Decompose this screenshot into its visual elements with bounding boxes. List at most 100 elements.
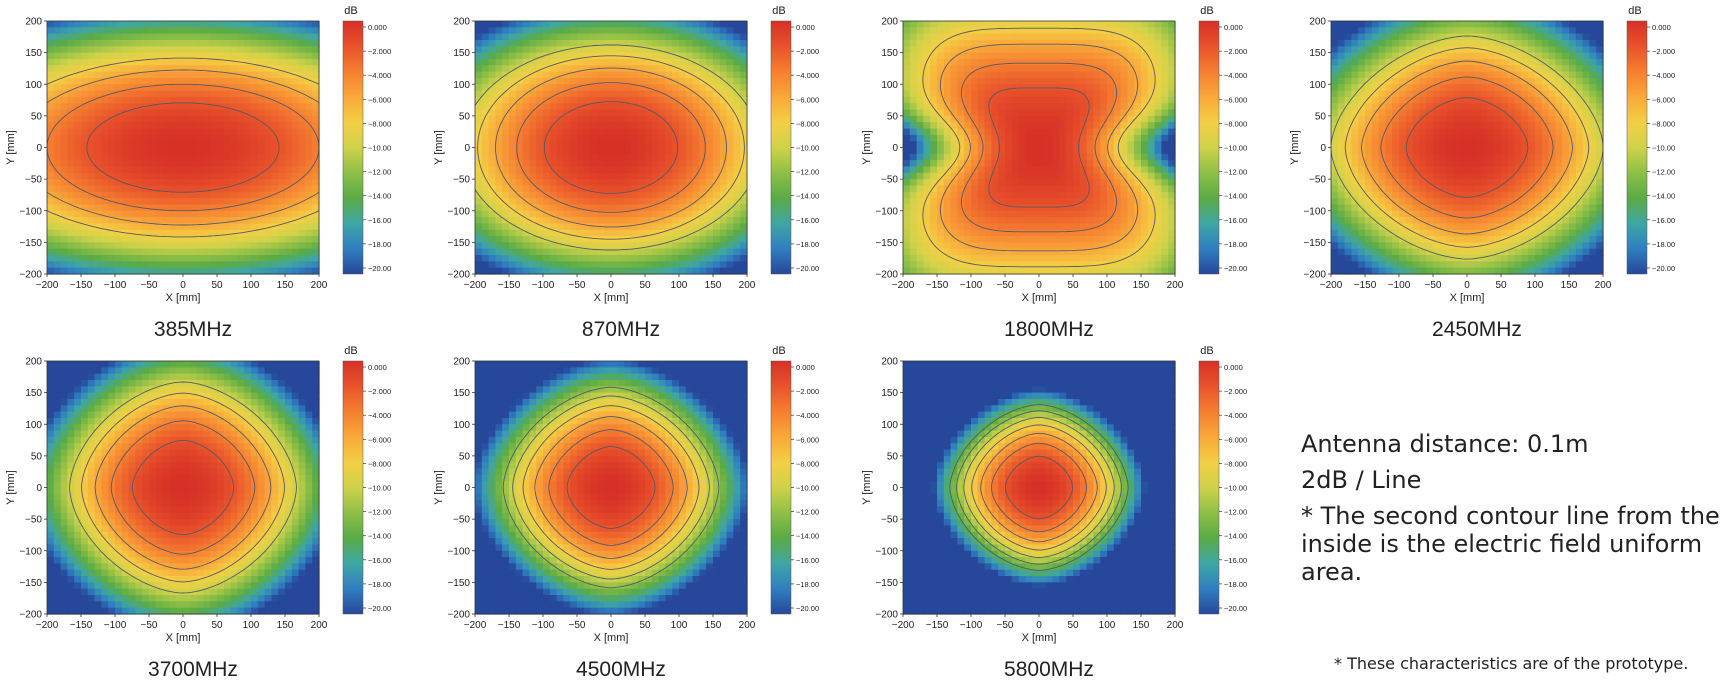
contour-line bbox=[81, 392, 285, 583]
heatmap-cells bbox=[475, 21, 748, 275]
y-tick-label: −100 bbox=[875, 206, 898, 217]
colorbar-tick-label: −8.000 bbox=[368, 459, 391, 468]
y-tick-label: 0 bbox=[892, 143, 898, 154]
contour-line bbox=[534, 416, 688, 559]
y-tick-label: −50 bbox=[881, 515, 898, 526]
x-tick-label: −100 bbox=[104, 280, 127, 291]
y-tick-label: −150 bbox=[447, 578, 470, 589]
colorbar-tick-label: −18.00 bbox=[1224, 240, 1247, 249]
colorbar-unit: dB bbox=[772, 345, 785, 357]
colorbar-tick-label: −4.000 bbox=[796, 411, 819, 420]
y-tick-label: 100 bbox=[881, 80, 898, 91]
contour-line bbox=[69, 381, 297, 594]
colorbar-tick-label: −12.00 bbox=[796, 168, 819, 177]
contour-line bbox=[522, 405, 700, 570]
colorbar bbox=[342, 20, 364, 275]
colorbar-tick-label: −16.00 bbox=[1224, 556, 1247, 565]
contour-line bbox=[980, 432, 1098, 543]
prototype-footnote: * These characteristics are of the proto… bbox=[1334, 654, 1689, 673]
contour-line bbox=[1405, 97, 1529, 198]
colorbar bbox=[1198, 360, 1220, 615]
y-tick-label: −200 bbox=[19, 270, 42, 281]
colorbar-tick-label: −12.00 bbox=[1224, 508, 1247, 517]
heatmap-cells bbox=[903, 361, 1176, 615]
contour-line bbox=[131, 439, 235, 536]
x-tick-label: 100 bbox=[671, 620, 688, 631]
x-tick-label: 200 bbox=[311, 620, 328, 631]
y-tick-label: 100 bbox=[453, 80, 470, 91]
x-tick-label: 50 bbox=[211, 280, 223, 291]
colorbar-tick-label: −2.000 bbox=[368, 47, 391, 56]
x-axis-label: X [mm] bbox=[1450, 292, 1485, 304]
contour-line bbox=[990, 442, 1088, 533]
colorbar-tick-label: −12.00 bbox=[368, 168, 391, 177]
colorbar-tick-label: 0.000 bbox=[1652, 23, 1671, 32]
colorbar-tick-label: −8.000 bbox=[796, 119, 819, 128]
colorbar-tick-label: −10.00 bbox=[1224, 484, 1247, 493]
y-tick-label: −100 bbox=[1303, 206, 1326, 217]
colorbar-tick-label: −2.000 bbox=[1652, 47, 1675, 56]
line-step-note: 2dB / Line bbox=[1301, 466, 1422, 494]
x-tick-label: −100 bbox=[1388, 280, 1411, 291]
y-axis-label: Y [mm] bbox=[1289, 130, 1301, 165]
heatmap-panel-5800MHz: −200 −150 −100 −50 0 50 100 150 200 200 150 100 50 0 −… bbox=[861, 345, 1247, 681]
y-tick-label: 0 bbox=[464, 483, 470, 494]
x-tick-label: 150 bbox=[1133, 280, 1150, 291]
colorbar-tick-label: −20.00 bbox=[1652, 264, 1675, 273]
contour-line bbox=[86, 102, 280, 193]
colorbar-tick-label: −16.00 bbox=[796, 216, 819, 225]
y-tick-label: −50 bbox=[453, 515, 470, 526]
colorbar-tick-label: −2.000 bbox=[368, 387, 391, 396]
y-tick-label: −200 bbox=[875, 610, 898, 621]
heatmap-panel-870MHz: −200 −150 −100 −50 0 50 100 150 200 200 150 100 50 0 −… bbox=[433, 5, 819, 341]
colorbar-tick-label: −14.00 bbox=[796, 532, 819, 541]
contour-line bbox=[543, 101, 679, 194]
y-tick-label: 100 bbox=[453, 420, 470, 431]
x-tick-label: 0 bbox=[180, 280, 186, 291]
heatmap-cells bbox=[47, 21, 320, 275]
colorbar-tick-label: −20.00 bbox=[796, 264, 819, 273]
colorbar-tick-label: −18.00 bbox=[796, 240, 819, 249]
x-tick-label: −150 bbox=[70, 280, 93, 291]
heatmap-panel-385MHz: −200 −150 −100 −50 0 50 100 150 200 200 150 100 50 0 −… bbox=[5, 5, 391, 341]
colorbar-tick-label: −16.00 bbox=[1652, 216, 1675, 225]
x-axis-label: X [mm] bbox=[166, 632, 201, 644]
colorbar-tick-label: −2.000 bbox=[1224, 47, 1247, 56]
colorbar-tick-label: −10.00 bbox=[368, 484, 391, 493]
x-tick-label: −150 bbox=[1354, 280, 1377, 291]
y-tick-label: −50 bbox=[881, 175, 898, 186]
colorbar-tick-label: −20.00 bbox=[368, 264, 391, 273]
colorbar-tick-label: −6.000 bbox=[1224, 435, 1247, 444]
y-tick-label: −200 bbox=[19, 610, 42, 621]
y-tick-label: 150 bbox=[25, 48, 42, 59]
contour-line bbox=[1331, 35, 1603, 260]
x-tick-label: 200 bbox=[739, 280, 756, 291]
antenna-distance-note: Antenna distance: 0.1m bbox=[1301, 430, 1589, 458]
colorbar bbox=[342, 360, 364, 615]
colorbar-tick-label: −4.000 bbox=[368, 411, 391, 420]
y-tick-label: 150 bbox=[881, 48, 898, 59]
y-axis-label: Y [mm] bbox=[5, 470, 17, 505]
frequency-title: 5800MHz bbox=[1004, 658, 1094, 681]
colorbar-tick-label: −8.000 bbox=[1652, 119, 1675, 128]
contour-line bbox=[516, 82, 706, 213]
colorbar-tick-label: −14.00 bbox=[1652, 192, 1675, 201]
colorbar-tick-label: −16.00 bbox=[1224, 216, 1247, 225]
x-tick-label: 150 bbox=[277, 280, 294, 291]
colorbar-tick-label: −20.00 bbox=[1224, 264, 1247, 273]
x-tick-label: −200 bbox=[36, 280, 59, 291]
x-tick-label: 50 bbox=[1067, 280, 1079, 291]
y-tick-label: 150 bbox=[881, 388, 898, 399]
contour-line bbox=[512, 395, 710, 580]
colorbar-tick-label: −14.00 bbox=[368, 192, 391, 201]
colorbar-tick-label: −10.00 bbox=[1652, 144, 1675, 153]
contour-line bbox=[963, 417, 1115, 558]
colorbar-tick-label: −2.000 bbox=[796, 47, 819, 56]
x-tick-label: 200 bbox=[311, 280, 328, 291]
contour-line bbox=[495, 67, 727, 228]
colorbar-unit: dB bbox=[344, 5, 357, 17]
y-tick-label: 50 bbox=[1315, 111, 1327, 122]
colorbar-tick-label: −4.000 bbox=[1224, 411, 1247, 420]
frequency-title: 3700MHz bbox=[148, 658, 238, 681]
x-axis-label: X [mm] bbox=[166, 292, 201, 304]
